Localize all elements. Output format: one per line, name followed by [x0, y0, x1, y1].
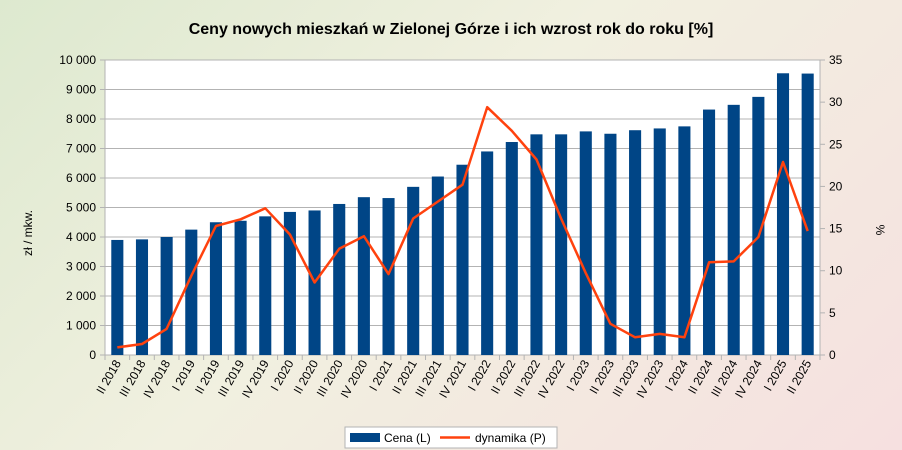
bar: [456, 164, 469, 355]
bar: [357, 197, 370, 355]
bar: [801, 73, 814, 355]
legend-label-bar: Cena (L): [384, 431, 431, 445]
left-axis-ticks: 0 1 000 2 000 3 000 4 000 5 000 6 000 7 000 8 00…: [59, 53, 96, 362]
bar: [579, 131, 592, 355]
bar: [505, 142, 518, 355]
left-tick-label: 3 000: [66, 260, 96, 274]
bar: [111, 239, 124, 355]
left-tick-label: 4 000: [66, 230, 96, 244]
right-tick-label: 20: [829, 179, 843, 193]
left-tick-label: 8 000: [66, 112, 96, 126]
bar: [530, 134, 543, 355]
bar: [431, 176, 444, 355]
right-tick-label: 0: [829, 348, 836, 362]
bar: [752, 96, 765, 355]
left-tick-label: 2 000: [66, 289, 96, 303]
bar: [259, 216, 272, 355]
bar: [283, 211, 296, 355]
legend-label-line: dynamika (P): [475, 431, 546, 445]
left-tick-label: 9 000: [66, 83, 96, 97]
bar: [234, 220, 247, 355]
bar: [604, 133, 617, 355]
left-axis-label: zł / mkw.: [21, 210, 35, 256]
bar: [727, 104, 740, 355]
x-tick-label: II 2025: [784, 357, 815, 396]
legend-swatch-bar: [350, 433, 380, 442]
right-axis-ticks: 0 5 10 15 20 25 30 35: [829, 53, 843, 362]
right-tick-label: 30: [829, 95, 843, 109]
bar: [629, 130, 642, 355]
chart-title: Ceny nowych mieszkań w Zielonej Górze i …: [189, 21, 714, 38]
right-tick-label: 25: [829, 137, 843, 151]
bar-series: [111, 73, 814, 356]
left-tick-label: 0: [89, 348, 96, 362]
left-tick-label: 5 000: [66, 201, 96, 215]
bar: [333, 203, 346, 355]
bar: [653, 128, 666, 355]
bar: [407, 186, 420, 355]
right-tick-label: 15: [829, 222, 843, 236]
bar: [209, 222, 222, 355]
left-tick-label: 7 000: [66, 142, 96, 156]
bar: [160, 237, 173, 355]
right-tick-label: 5: [829, 306, 836, 320]
bar: [555, 134, 568, 355]
legend: Cena (L) dynamika (P): [344, 426, 558, 449]
line-path: [117, 105, 809, 349]
line-series: [117, 105, 809, 349]
bar: [776, 73, 790, 356]
left-tick-label: 10 000: [59, 53, 96, 67]
right-tick-label: 10: [829, 264, 843, 278]
bar: [678, 126, 691, 355]
bar: [481, 151, 494, 355]
bar: [135, 239, 149, 355]
left-tick-label: 6 000: [66, 171, 96, 185]
bar: [382, 198, 395, 355]
left-tick-label: 1 000: [66, 319, 96, 333]
bar: [185, 229, 198, 355]
right-tick-label: 35: [829, 53, 843, 67]
right-axis-label: %: [873, 225, 887, 236]
bar: [703, 109, 716, 355]
